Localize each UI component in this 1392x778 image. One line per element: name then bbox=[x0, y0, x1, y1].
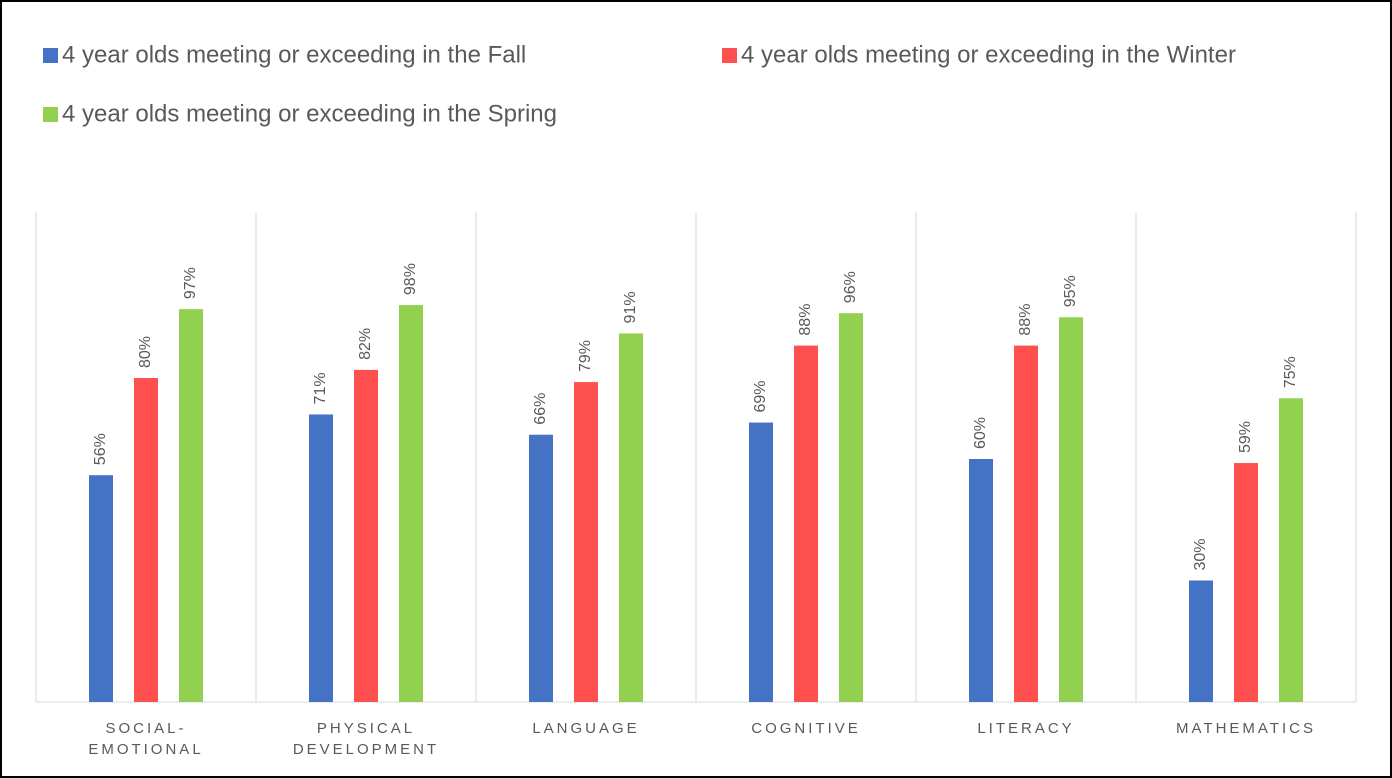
x-tick-label: PHYSICAL DEVELOPMENT bbox=[292, 720, 440, 758]
data-label: 82% bbox=[357, 328, 374, 360]
data-label: 80% bbox=[137, 336, 154, 368]
legend-label: 4 year olds meeting or exceeding in the … bbox=[741, 41, 1236, 68]
data-label: 97% bbox=[182, 267, 199, 299]
data-label: 88% bbox=[797, 304, 814, 336]
bar bbox=[1189, 580, 1213, 702]
bar bbox=[134, 378, 158, 702]
x-tick-label: MATHEMATICS bbox=[1176, 720, 1316, 737]
bar bbox=[1014, 345, 1038, 702]
legend-swatch bbox=[722, 48, 737, 63]
legend-swatch bbox=[43, 107, 58, 122]
data-label: 88% bbox=[1017, 304, 1034, 336]
x-tick-label: SOCIAL-EMOTIONAL bbox=[88, 720, 204, 758]
bar bbox=[574, 382, 598, 702]
bar bbox=[529, 434, 553, 702]
bar bbox=[1059, 317, 1083, 702]
bar bbox=[749, 422, 773, 702]
data-label: 98% bbox=[402, 263, 419, 295]
data-label: 30% bbox=[1192, 538, 1209, 570]
bar bbox=[309, 414, 333, 702]
bar bbox=[89, 475, 113, 702]
bar bbox=[969, 459, 993, 702]
data-label: 96% bbox=[842, 271, 859, 303]
data-label: 79% bbox=[577, 340, 594, 372]
legend-label: 4 year olds meeting or exceeding in the … bbox=[62, 100, 557, 127]
data-label: 69% bbox=[752, 381, 769, 413]
bar bbox=[794, 345, 818, 702]
data-label: 71% bbox=[312, 372, 329, 404]
bar bbox=[1279, 398, 1303, 702]
bar bbox=[839, 313, 863, 702]
data-label: 60% bbox=[972, 417, 989, 449]
data-label: 95% bbox=[1062, 275, 1079, 307]
data-label: 66% bbox=[532, 393, 549, 425]
legend-swatch bbox=[43, 48, 58, 63]
bar bbox=[179, 309, 203, 702]
data-label: 56% bbox=[92, 433, 109, 465]
x-tick-label: LITERACY bbox=[977, 720, 1075, 737]
bar bbox=[354, 369, 378, 702]
data-label: 59% bbox=[1237, 421, 1254, 453]
data-label: 75% bbox=[1282, 356, 1299, 388]
bar bbox=[399, 305, 423, 702]
bar bbox=[619, 333, 643, 702]
x-tick-label: LANGUAGE bbox=[532, 720, 640, 737]
x-tick-label: COGNITIVE bbox=[751, 720, 861, 737]
legend-label: 4 year olds meeting or exceeding in the … bbox=[62, 41, 526, 68]
bar bbox=[1234, 463, 1258, 702]
data-label: 91% bbox=[622, 291, 639, 323]
